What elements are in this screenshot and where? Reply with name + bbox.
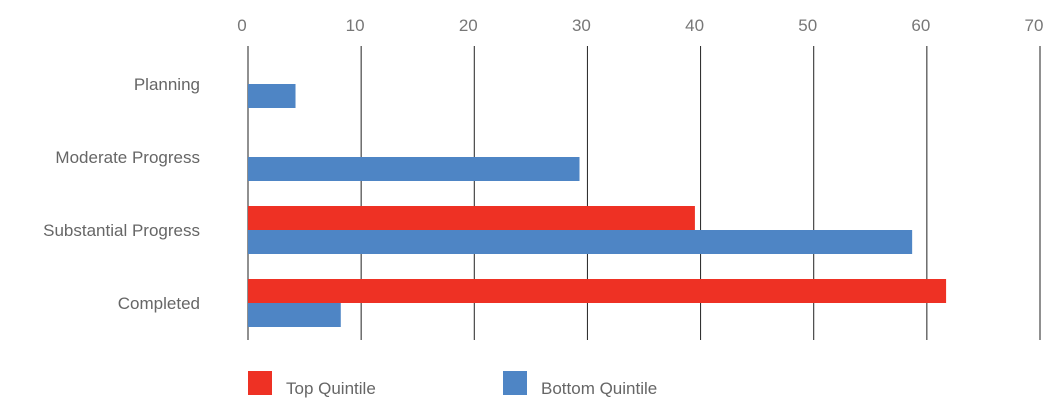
x-tick-label: 0 — [237, 16, 246, 35]
bar-bottom-quintile-3 — [248, 303, 341, 327]
bar-top-quintile-3 — [248, 279, 947, 303]
x-tick-label: 60 — [911, 16, 930, 35]
bar-bottom-quintile-2 — [248, 230, 913, 254]
category-label: Planning — [134, 75, 200, 94]
bar-bottom-quintile-1 — [248, 157, 580, 181]
x-tick-label: 70 — [1025, 16, 1044, 35]
x-tick-label: 30 — [572, 16, 591, 35]
category-label: Completed — [118, 294, 200, 313]
x-tick-label: 50 — [798, 16, 817, 35]
x-tick-label: 40 — [685, 16, 704, 35]
category-labels: Planning Moderate Progress Substantial Pro… — [43, 75, 200, 313]
category-label: Substantial Progress — [43, 221, 200, 240]
x-tick-label: 10 — [346, 16, 365, 35]
legend: Top Quintile Bottom Quintile — [248, 371, 657, 398]
legend-label: Top Quintile — [286, 379, 376, 398]
legend-label: Bottom Quintile — [541, 379, 657, 398]
x-tick-label: 20 — [459, 16, 478, 35]
bar-bottom-quintile-0 — [248, 84, 296, 108]
gridlines — [247, 46, 1041, 340]
legend-swatch — [248, 371, 272, 395]
legend-swatch — [503, 371, 527, 395]
category-label: Moderate Progress — [55, 148, 200, 167]
bars — [248, 84, 947, 327]
x-axis-ticks: 0 10 20 30 40 50 60 70 — [237, 16, 1043, 35]
bar-top-quintile-2 — [248, 206, 695, 230]
